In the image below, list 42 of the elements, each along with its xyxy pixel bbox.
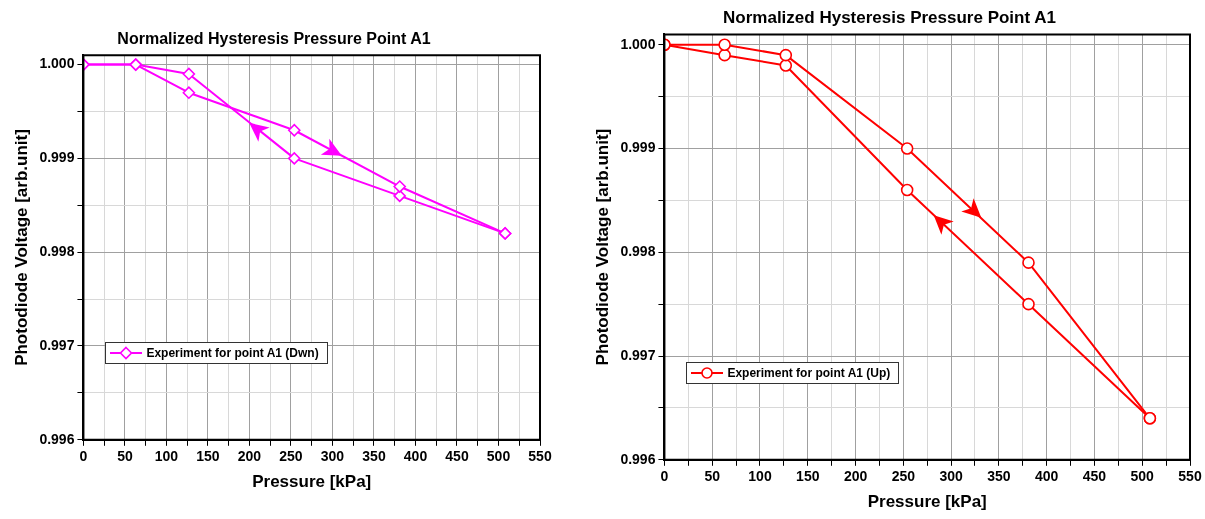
y-tick-label: 0.999 [620,139,656,156]
chart-title: Normalized Hysteresis Pressure Point A1 [117,30,431,48]
x-tick-label: 100 [154,448,179,465]
x-tick-label: 200 [237,448,262,465]
x-tick-label: 550 [1178,468,1202,485]
y-tick-label: 0.996 [620,450,656,467]
chart-title: Normalized Hysteresis Pressure Point A1 [723,7,1056,27]
x-tick-label: 300 [320,448,345,465]
y-tick-label: 1.000 [620,35,656,52]
y-tick-label: 0.999 [39,149,75,166]
x-axis-title: Pressure [kPa] [867,492,987,512]
x-tick-label: 50 [117,448,133,465]
x-tick-label: 50 [704,468,721,485]
x-tick-label: 400 [403,448,428,465]
legend-label: Experiment for point A1 (Up) [727,365,891,380]
x-tick-label: 350 [362,448,386,465]
y-tick-label: 0.998 [39,243,75,260]
y-axis-title: Photodiode Voltage [arb.unit] [11,129,31,366]
x-tick-label: 100 [748,468,772,485]
x-axis-title: Pressure [kPa] [252,472,372,492]
x-tick-label: 250 [279,448,303,465]
y-tick-label: 0.997 [620,346,656,363]
x-tick-label: 200 [843,468,868,485]
y-tick-label: 0.996 [39,430,75,447]
x-tick-label: 400 [1034,468,1059,485]
x-tick-label: 500 [486,448,511,465]
y-tick-label: 0.997 [39,336,75,353]
y-axis-title: Photodiode Voltage [arb.unit] [592,128,612,366]
y-tick-label: 1.000 [39,55,75,72]
x-tick-label: 450 [445,448,469,465]
x-tick-label: 550 [528,448,552,465]
x-tick-label: 350 [987,468,1011,485]
x-tick-label: 500 [1130,468,1155,485]
x-tick-label: 0 [79,448,88,465]
legend-label: Experiment for point A1 (Dwn) [146,345,319,360]
x-tick-label: 0 [660,468,669,485]
x-tick-label: 150 [196,448,220,465]
y-tick-label: 0.998 [620,243,656,260]
x-tick-label: 250 [891,468,916,485]
x-tick-label: 300 [939,468,963,485]
x-tick-label: 150 [796,468,820,485]
x-tick-label: 450 [1082,468,1107,485]
